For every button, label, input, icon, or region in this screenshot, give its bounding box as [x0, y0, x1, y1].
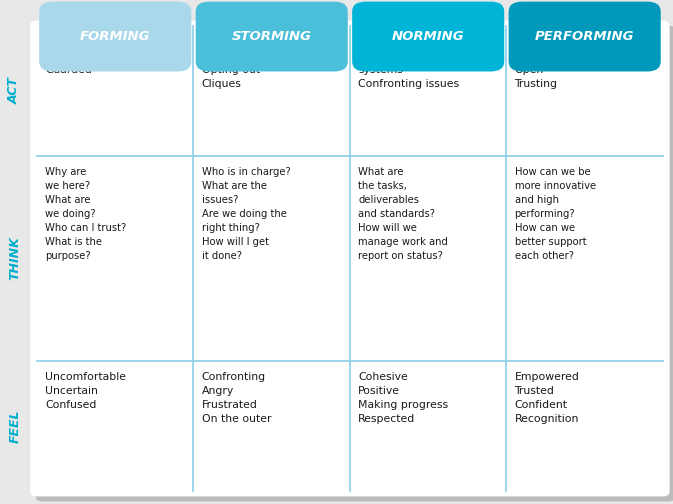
Text: Why are
we here?
What are
we doing?
Who can I trust?
What is the
purpose?: Why are we here? What are we doing? Who … [45, 167, 127, 261]
Text: How can we be
more innovative
and high
performing?
How can we
better support
eac: How can we be more innovative and high p… [514, 167, 596, 261]
Text: Floundering
Polite
Guarded: Floundering Polite Guarded [45, 37, 110, 75]
Text: What are
the tasks,
deliverables
and standards?
How will we
manage work and
repo: What are the tasks, deliverables and sta… [358, 167, 448, 261]
Text: FEEL: FEEL [8, 409, 22, 443]
Text: Who is in charge?
What are the
issues?
Are we doing the
right thing?
How will I : Who is in charge? What are the issues? A… [202, 167, 290, 261]
Text: THINK: THINK [8, 236, 22, 280]
Text: Cohesion
Establishing
systems
Confronting issues: Cohesion Establishing systems Confrontin… [358, 37, 459, 89]
FancyBboxPatch shape [196, 2, 348, 72]
FancyBboxPatch shape [30, 21, 670, 496]
Text: Cohesive
Positive
Making progress
Respected: Cohesive Positive Making progress Respec… [358, 372, 448, 424]
FancyBboxPatch shape [39, 2, 191, 72]
FancyBboxPatch shape [352, 2, 504, 72]
Text: Empowered
Trusted
Confident
Recognition: Empowered Trusted Confident Recognition [514, 372, 579, 424]
Text: Uncomfortable
Uncertain
Confused: Uncomfortable Uncertain Confused [45, 372, 126, 410]
Text: Aggressive
Resistant
Opting out
Cliques: Aggressive Resistant Opting out Cliques [202, 37, 261, 89]
Text: NORMING: NORMING [392, 30, 464, 43]
Text: FORMING: FORMING [80, 30, 151, 43]
Text: ACT: ACT [8, 77, 22, 104]
Text: Confronting
Angry
Frustrated
On the outer: Confronting Angry Frustrated On the oute… [202, 372, 271, 424]
FancyBboxPatch shape [36, 26, 673, 501]
Text: Supportive
Flexible
Open
Trusting: Supportive Flexible Open Trusting [514, 37, 574, 89]
Text: PERFORMING: PERFORMING [535, 30, 635, 43]
Text: STORMING: STORMING [232, 30, 312, 43]
FancyBboxPatch shape [509, 2, 661, 72]
